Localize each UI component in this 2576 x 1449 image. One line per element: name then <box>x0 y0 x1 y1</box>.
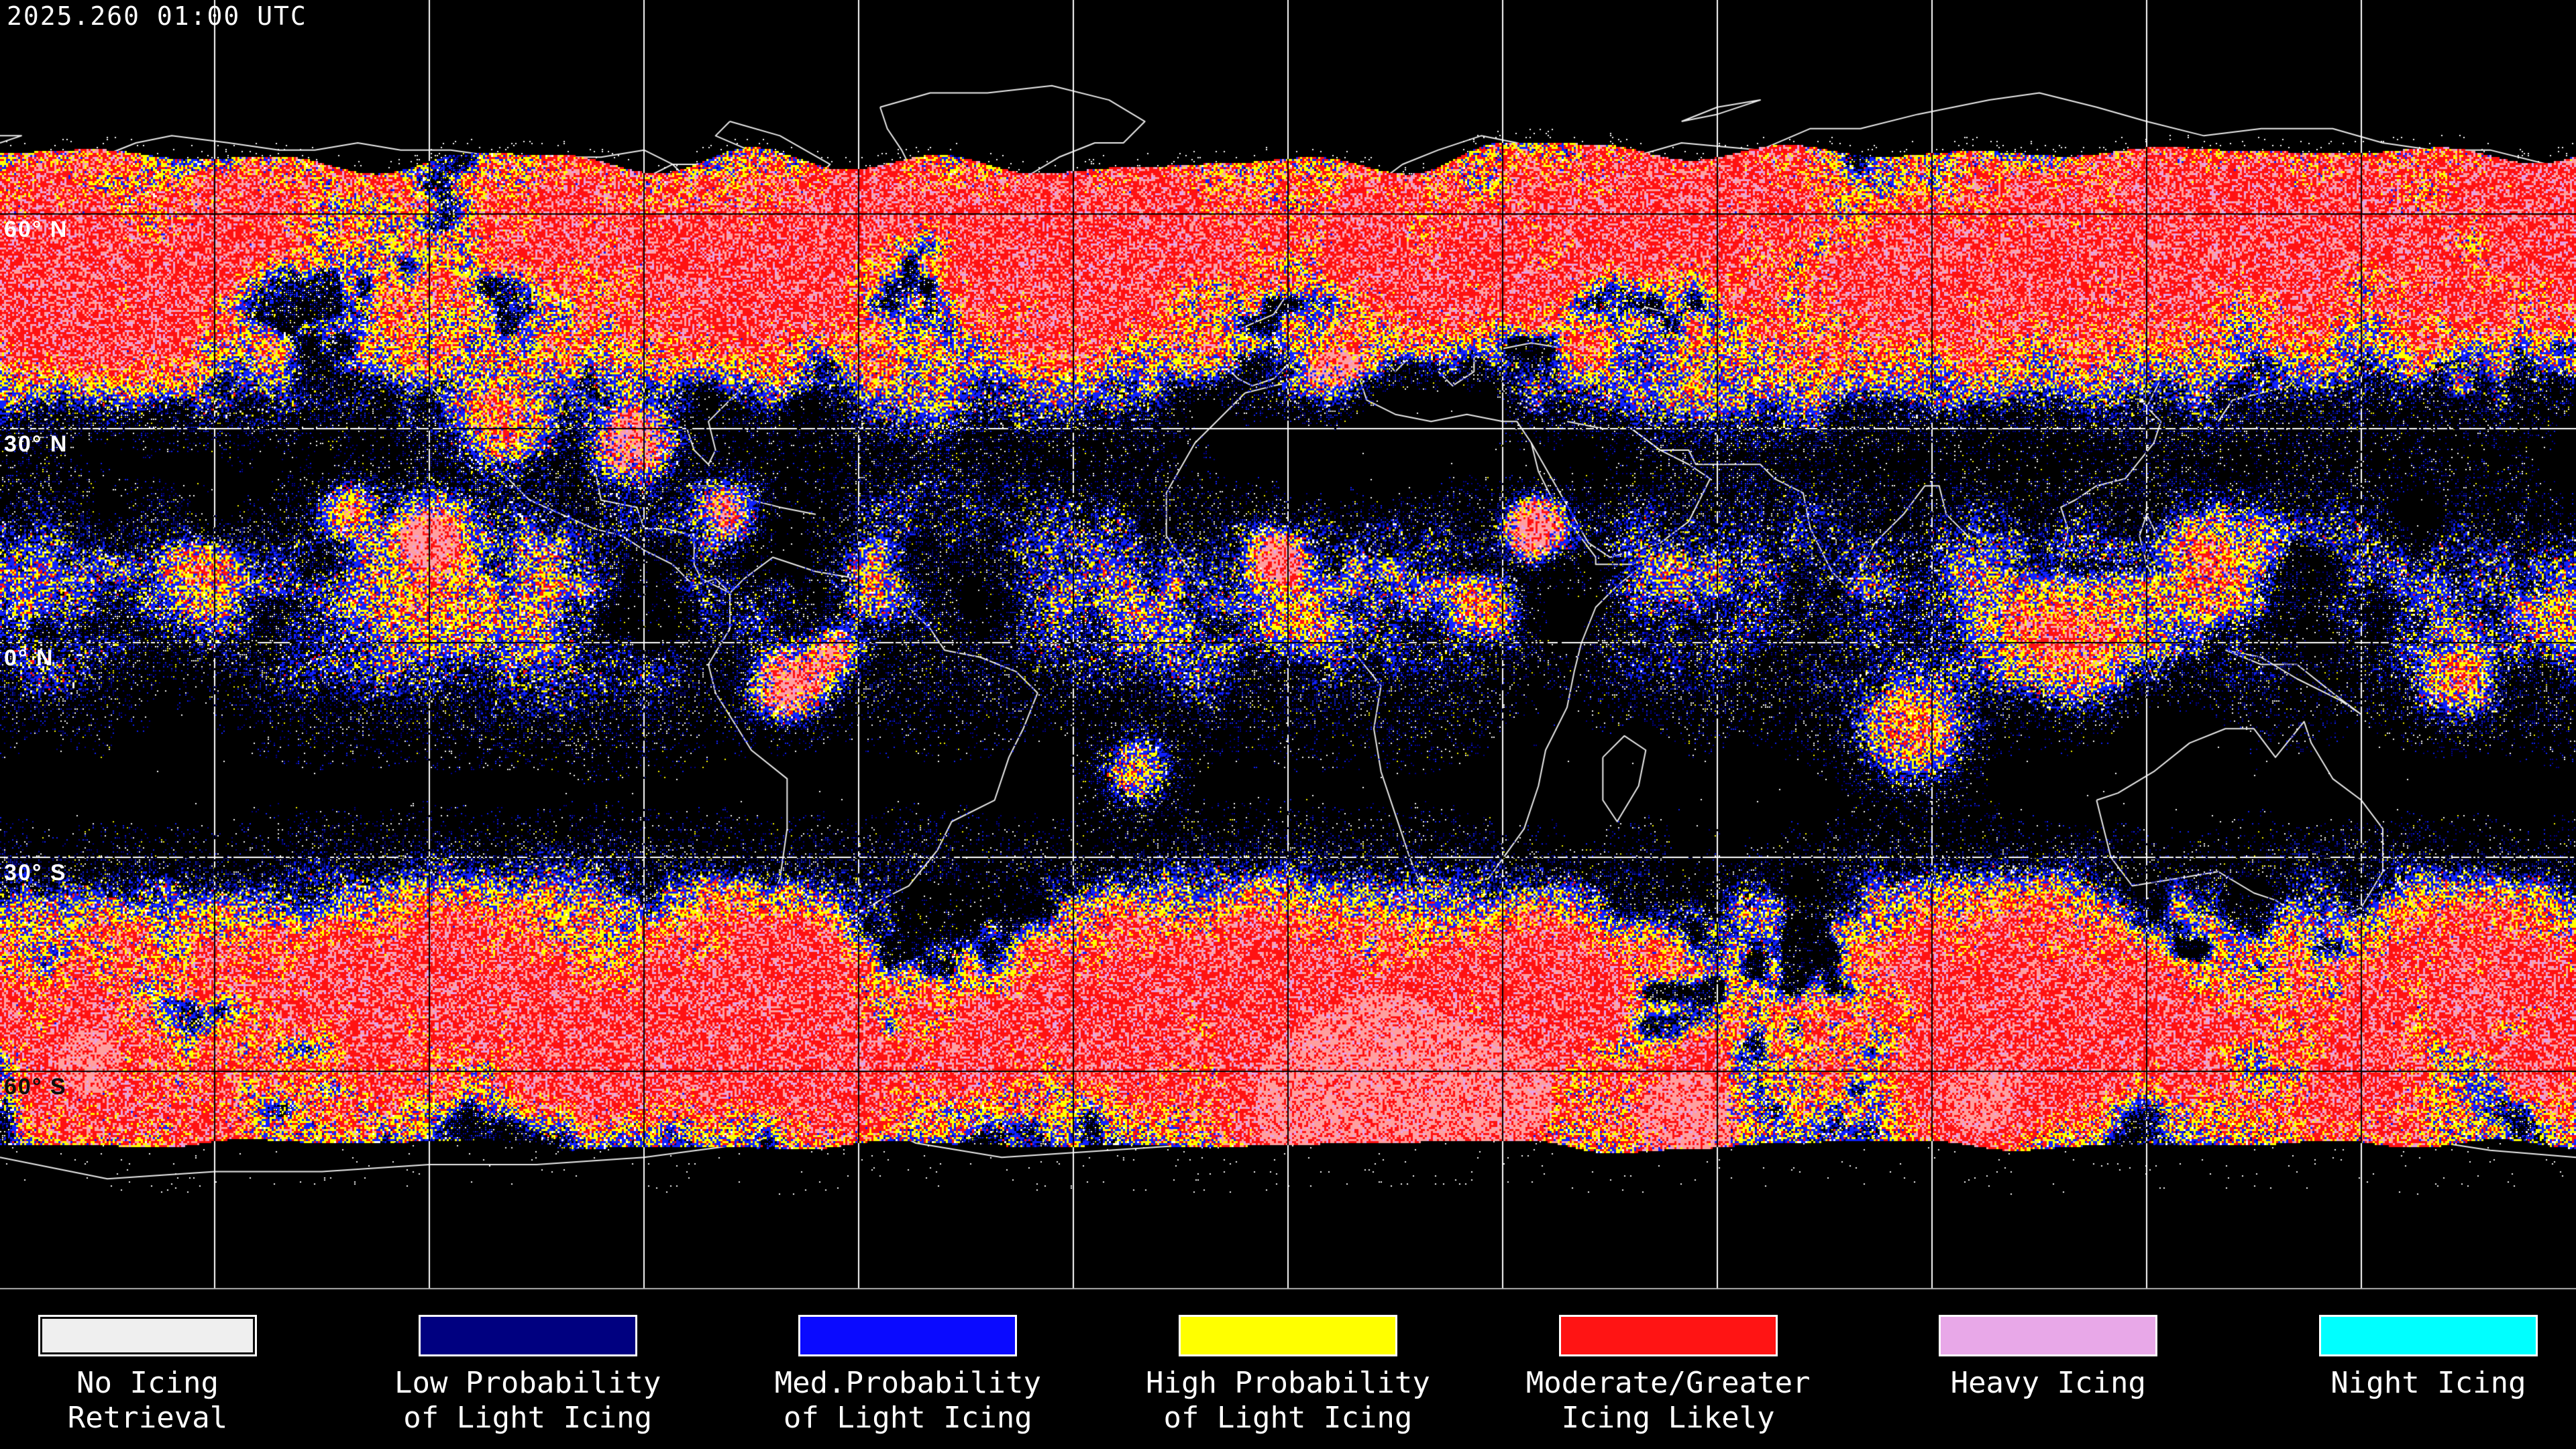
legend-item-low-prob-light-icing: Low Probability of Light Icing <box>380 1289 676 1449</box>
legend-label: Moderate/Greater Icing Likely <box>1525 1366 1811 1435</box>
legend-item-high-prob-light-icing: High Probability of Light Icing <box>1140 1289 1436 1449</box>
world-icing-map-canvas <box>0 0 2576 1289</box>
legend-item-med-prob-light-icing: Med.Probability of Light Icing <box>760 1289 1055 1449</box>
legend-swatch-night-icing <box>2318 1315 2538 1356</box>
legend-label: High Probability of Light Icing <box>1146 1366 1430 1435</box>
legend: No Icing Retrieval Low Probability of Ligh… <box>0 1289 2576 1449</box>
legend-label: No Icing Retrieval <box>67 1366 228 1435</box>
legend-swatch-no-icing-retrieval <box>38 1315 257 1356</box>
lat-label-60s: 60° S <box>4 1074 67 1099</box>
legend-label: Low Probability of Light Icing <box>394 1366 661 1435</box>
legend-swatch-low-prob-light-icing <box>418 1315 637 1356</box>
legend-swatch-heavy-icing <box>1939 1315 2158 1356</box>
legend-label: Med.Probability of Light Icing <box>774 1366 1041 1435</box>
legend-swatch-high-prob-light-icing <box>1178 1315 1397 1356</box>
legend-item-moderate-greater-icing: Moderate/Greater Icing Likely <box>1521 1289 1816 1449</box>
lat-label-30n: 30° N <box>4 431 68 457</box>
legend-label: Night Icing <box>2330 1366 2526 1400</box>
legend-swatch-moderate-greater-icing <box>1558 1315 1778 1356</box>
lat-label-0n: 0° N <box>4 645 54 671</box>
lat-label-30s: 30° S <box>4 860 67 885</box>
timestamp: 2025.260 01:00 UTC <box>7 1 307 31</box>
legend-item-no-icing-retrieval: No Icing Retrieval <box>0 1289 295 1449</box>
legend-swatch-med-prob-light-icing <box>798 1315 1018 1356</box>
lat-label-60n: 60° N <box>4 217 68 242</box>
legend-item-night-icing: Night Icing <box>2281 1289 2576 1449</box>
legend-label: Heavy Icing <box>1950 1366 2146 1400</box>
legend-item-heavy-icing: Heavy Icing <box>1900 1289 2196 1449</box>
